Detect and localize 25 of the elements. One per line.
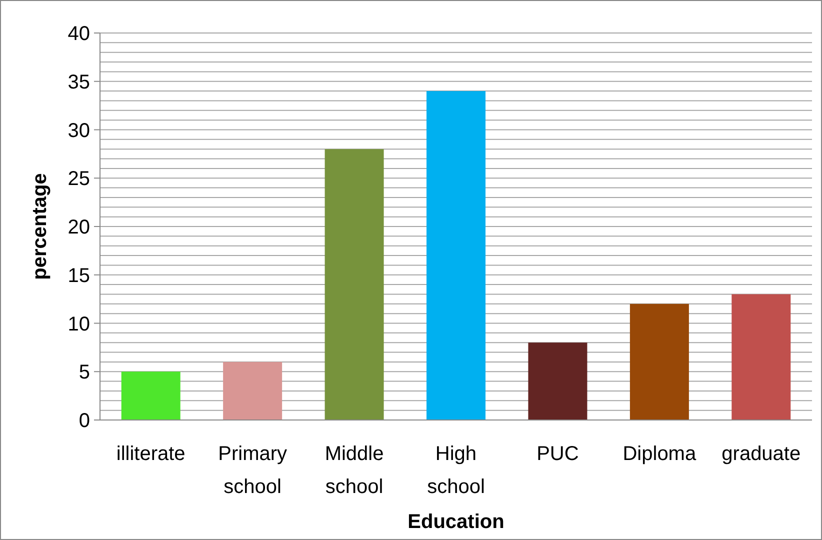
y-tick-label: 10 — [68, 313, 90, 336]
y-tick-label: 20 — [68, 216, 90, 238]
y-tick-label: 0 — [78, 410, 90, 432]
bar — [426, 91, 486, 420]
x-tick-label: PUC — [536, 443, 579, 465]
x-tick-label: graduate — [722, 443, 801, 465]
x-tick-label: High school — [427, 443, 485, 498]
y-tick-label: 35 — [68, 71, 90, 94]
x-tick-label: Middle school — [324, 443, 384, 498]
x-tick-label: illiterate — [116, 443, 186, 465]
y-tick-label: 15 — [68, 264, 90, 287]
bar — [732, 294, 791, 420]
x-tick-label: Diploma — [622, 443, 697, 465]
y-tick-label: 25 — [68, 168, 90, 190]
x-tick-label: Primary school — [218, 443, 288, 498]
bar — [121, 372, 180, 420]
y-tick-label: 30 — [68, 120, 90, 142]
y-tick-label: 40 — [68, 23, 90, 45]
y-tick-label: 5 — [78, 362, 90, 384]
bar — [630, 304, 689, 420]
bar — [324, 149, 384, 420]
bar — [528, 342, 588, 420]
x-axis-title: Education — [408, 511, 504, 533]
bar — [223, 362, 282, 420]
y-axis-title: percentage — [29, 173, 51, 280]
